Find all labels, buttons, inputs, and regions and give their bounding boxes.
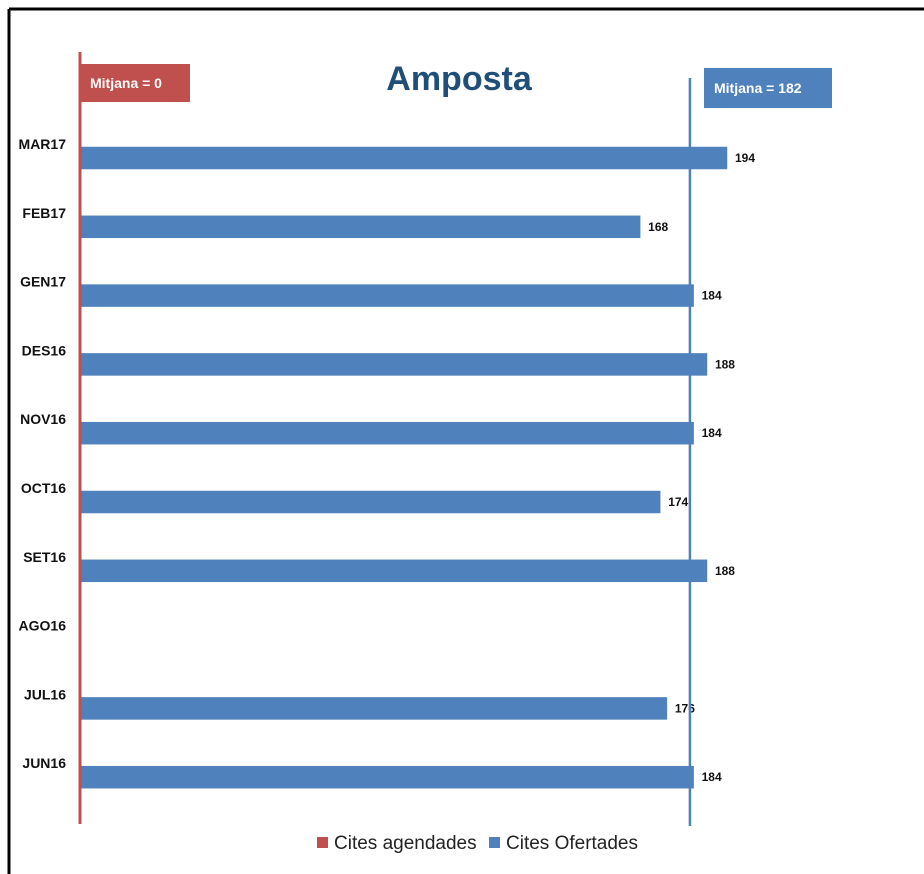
reference-lines: Mitjana = 0 Mitjana = 182: [78, 52, 832, 826]
category-label: DES16: [22, 342, 67, 358]
category-label: MAR17: [19, 136, 67, 152]
bar-cites-ofertades: [79, 420, 696, 446]
value-label: 188: [715, 564, 735, 578]
category-label: JUN16: [22, 755, 66, 771]
legend-swatch-ofertades: [489, 837, 500, 848]
mean-tag-agendades-label: Mitjana = 0: [90, 75, 162, 91]
value-labels: 194 168 184 188 184 174 188 176 184: [648, 151, 755, 784]
mean-tag-agendades: [81, 64, 190, 102]
category-label: GEN17: [20, 274, 66, 290]
value-label: 168: [648, 220, 668, 234]
value-label: 188: [715, 357, 735, 371]
mean-tag-ofertades: [704, 68, 832, 108]
category-label: SET16: [23, 549, 66, 565]
bar-cites-ofertades: [79, 145, 729, 171]
value-label: 184: [702, 289, 722, 303]
chart-title: Amposta: [386, 60, 533, 98]
legend: Cites agendades Cites Ofertades: [317, 833, 638, 854]
legend-swatch-agendades: [317, 837, 328, 848]
bars-group: [79, 145, 729, 790]
bar-cites-ofertades: [79, 489, 662, 515]
bar-cites-ofertades: [79, 558, 709, 584]
category-label: FEB17: [22, 205, 66, 221]
value-label: 184: [702, 426, 722, 440]
category-label: NOV16: [20, 411, 66, 427]
value-label: 174: [668, 495, 688, 509]
bar-cites-ofertades: [79, 695, 669, 722]
value-label: 194: [735, 151, 755, 165]
bar-cites-ofertades: [79, 214, 642, 240]
category-label: OCT16: [21, 480, 66, 496]
value-label: 176: [675, 701, 695, 715]
legend-label-ofertades: Cites Ofertades: [506, 833, 638, 854]
bar-cites-ofertades: [79, 764, 696, 790]
legend-label-agendades: Cites agendades: [334, 833, 477, 854]
category-label: AGO16: [19, 618, 67, 634]
category-labels: MAR17 FEB17 GEN17 DES16 NOV16 OCT16 SET16 AGO16…: [19, 136, 67, 771]
bar-cites-ofertades: [79, 282, 696, 309]
mean-tag-ofertades-label: Mitjana = 182: [714, 80, 802, 96]
category-label: JUL16: [24, 686, 66, 702]
value-label: 184: [702, 770, 722, 784]
bar-cites-ofertades: [79, 351, 709, 378]
